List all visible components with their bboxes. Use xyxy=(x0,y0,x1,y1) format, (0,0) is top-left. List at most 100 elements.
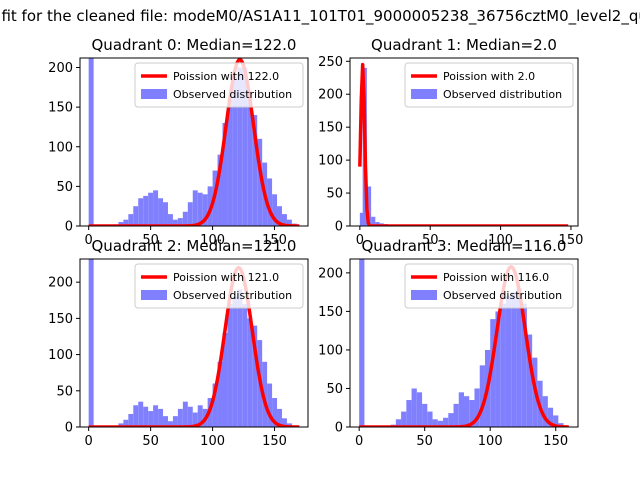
histogram-bar xyxy=(511,292,517,427)
legend-box xyxy=(404,263,574,309)
histogram-bar xyxy=(158,408,164,427)
histogram-bar xyxy=(172,219,178,226)
legend-box xyxy=(134,263,304,309)
y-tick-label: 0 xyxy=(65,220,73,235)
histogram-bar xyxy=(464,396,470,427)
histogram-bar xyxy=(432,419,438,427)
histogram-bar xyxy=(242,303,248,427)
legend-bar-swatch xyxy=(141,89,167,99)
histogram-bar xyxy=(277,408,282,427)
histogram-bar xyxy=(187,406,193,427)
histogram-bar xyxy=(267,178,273,226)
histogram-bar xyxy=(212,383,218,427)
histogram-bar xyxy=(505,295,512,427)
poisson-fit-line xyxy=(358,264,570,427)
histogram-bar xyxy=(167,214,173,226)
histogram-bar xyxy=(257,138,263,226)
x-tick-label: 100 xyxy=(478,434,503,449)
y-tick-label: 250 xyxy=(318,55,343,70)
histogram-bar xyxy=(118,423,124,427)
histogram-bar xyxy=(192,190,198,226)
histogram-bar xyxy=(182,401,188,427)
histogram-bar xyxy=(547,407,554,427)
legend-box xyxy=(134,62,304,108)
histogram-bar xyxy=(148,192,154,226)
plot-area xyxy=(358,259,570,427)
x-tick-label: 150 xyxy=(559,233,584,248)
histogram-bar xyxy=(128,214,134,226)
histogram-bar xyxy=(237,67,243,226)
y-tick-label: 200 xyxy=(318,88,343,103)
subplot-title: Quadrant 2: Median=121.0 xyxy=(92,237,297,255)
histogram-bar xyxy=(197,405,203,427)
x-tick-label: 50 xyxy=(416,434,433,449)
plot-area xyxy=(88,58,300,226)
histogram-bar xyxy=(495,311,501,427)
histogram-bar xyxy=(177,218,183,226)
subplot-quadrant-0: 0 50 100 150 0 50 100 150 200 Quadrant 0: Median=… xyxy=(48,36,309,248)
histogram-bar xyxy=(242,67,248,226)
y-tick-label: 100 xyxy=(318,154,343,169)
histogram-bar xyxy=(422,403,428,427)
histogram-bar xyxy=(167,421,173,427)
histogram-bar xyxy=(163,416,168,427)
x-tick-label: 0 xyxy=(85,434,93,449)
histogram-bar xyxy=(371,216,376,226)
histogram-bar xyxy=(192,412,198,427)
histogram-bar xyxy=(469,400,475,427)
x-tick-label: 100 xyxy=(200,233,225,248)
histogram-bar xyxy=(272,194,278,226)
x-tick-label: 150 xyxy=(262,434,287,449)
x-tick-label: 0 xyxy=(85,233,93,248)
histogram-bar xyxy=(138,401,144,427)
histogram-bar xyxy=(277,206,282,226)
histogram-bar xyxy=(123,219,129,226)
histogram-bar xyxy=(375,222,380,226)
histogram-bar xyxy=(88,58,94,226)
legend-bar-label: Observed distribution xyxy=(443,289,562,302)
histogram-bar xyxy=(133,206,139,226)
x-tick-label: 50 xyxy=(422,233,439,248)
histogram-bar xyxy=(272,398,278,427)
histogram-bar xyxy=(453,403,459,427)
histogram-bar xyxy=(281,418,287,427)
histogram-bar xyxy=(143,195,149,226)
legend-line-label: Poission with 121.0 xyxy=(173,271,279,284)
y-tick-label: 50 xyxy=(56,384,73,399)
legend-bar-swatch xyxy=(411,89,437,99)
histogram-bar xyxy=(516,288,522,427)
histogram-bar xyxy=(138,198,144,226)
y-tick-label: 200 xyxy=(48,276,73,291)
subplot-quadrant-2: 0 50 100 150 0 50 100 150 200 Quadrant 2: Median=… xyxy=(48,237,309,449)
subplot-title: Quadrant 1: Median=2.0 xyxy=(371,36,557,54)
y-tick-label: 200 xyxy=(318,266,343,281)
legend-bar-swatch xyxy=(141,290,167,300)
histogram-bar xyxy=(286,219,292,226)
legend-line-label: Poission with 2.0 xyxy=(443,70,535,83)
legend-line-label: Poission with 116.0 xyxy=(443,271,549,284)
x-tick-label: 100 xyxy=(488,233,513,248)
histogram-bar xyxy=(401,411,407,427)
axes-frame xyxy=(79,258,309,428)
subplot-quadrant-1: 0 50 100 150 0 50 100 150 200 250 Quadrant 1: Medi… xyxy=(318,36,583,248)
subplot-title: Quadrant 0: Median=122.0 xyxy=(92,36,297,54)
histogram-bar xyxy=(222,332,228,427)
y-tick-label: 50 xyxy=(326,187,343,202)
axes-frame xyxy=(349,57,579,227)
histogram-bar xyxy=(416,392,423,427)
y-tick-label: 150 xyxy=(48,101,73,116)
subplot-grid: 0 50 100 150 0 50 100 150 200 Quadrant 0: Median=… xyxy=(48,36,583,449)
y-tick-label: 150 xyxy=(48,312,73,327)
x-tick-label: 50 xyxy=(142,233,159,248)
histogram-bar xyxy=(118,222,124,226)
legend: Poission with 122.0 Observed distribution xyxy=(134,62,304,108)
histogram-bar xyxy=(500,303,506,427)
histogram-bar xyxy=(158,198,164,226)
histogram-bar xyxy=(172,416,178,427)
histogram-bar xyxy=(148,411,154,427)
histogram-bar xyxy=(163,202,168,226)
figure-suptitle: Cleaned data fit for the cleaned file: m… xyxy=(0,7,640,26)
y-tick-label: 0 xyxy=(65,421,73,436)
histogram-bar xyxy=(267,383,273,427)
histogram-bar xyxy=(359,259,365,427)
